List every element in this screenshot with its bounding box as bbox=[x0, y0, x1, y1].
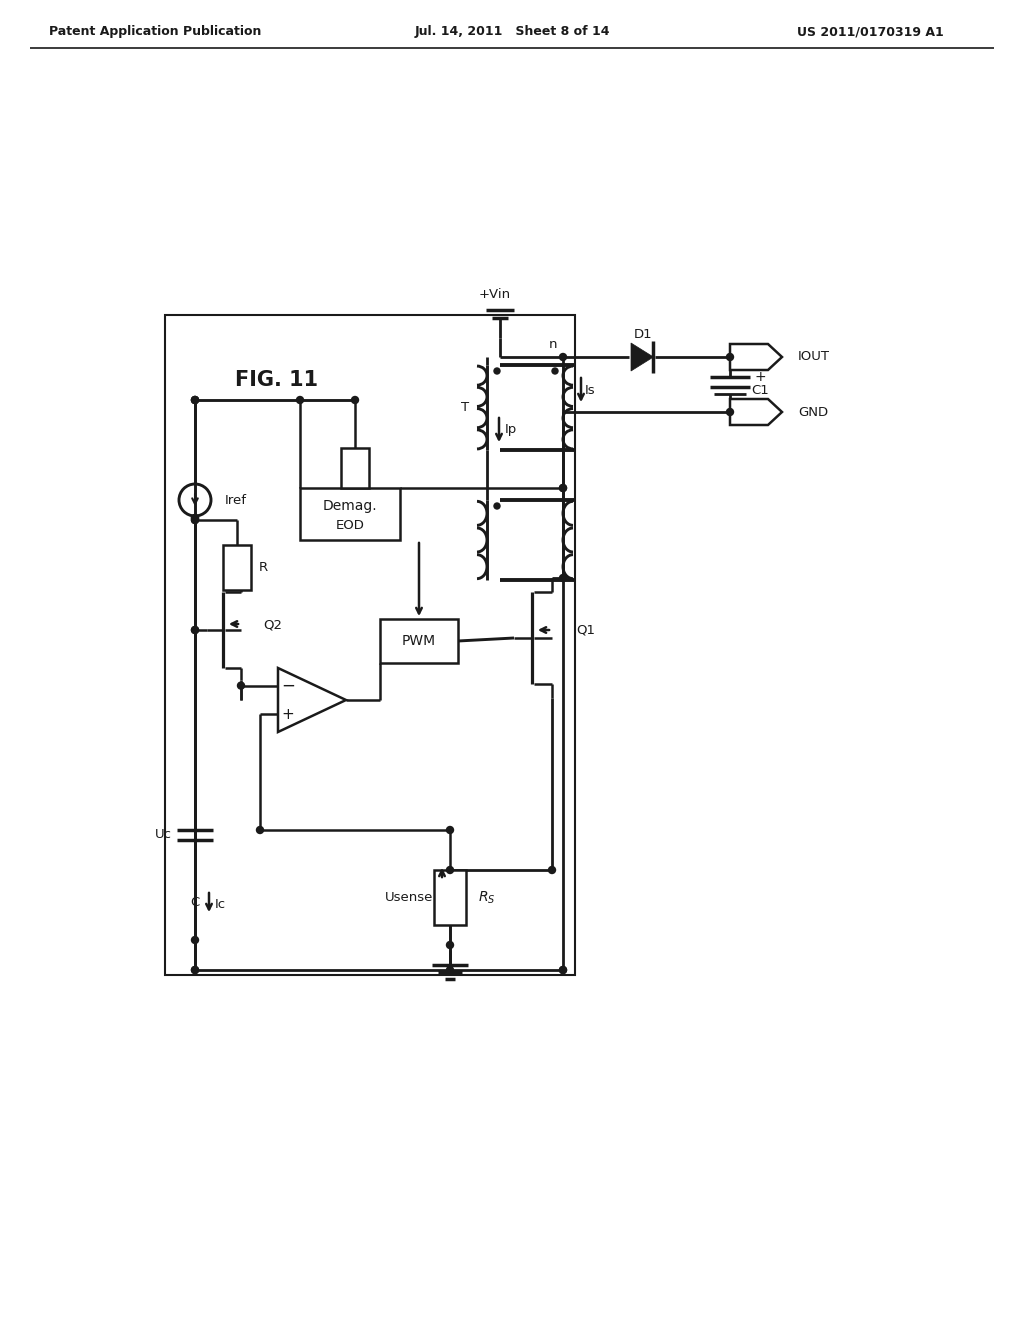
Text: −: − bbox=[281, 677, 295, 694]
Polygon shape bbox=[730, 399, 782, 425]
Text: +: + bbox=[755, 370, 766, 384]
Text: Patent Application Publication: Patent Application Publication bbox=[49, 25, 261, 38]
Circle shape bbox=[191, 936, 199, 944]
Text: Q2: Q2 bbox=[263, 619, 282, 631]
Text: +Vin: +Vin bbox=[479, 288, 511, 301]
Circle shape bbox=[191, 966, 199, 974]
Text: PWM: PWM bbox=[402, 634, 436, 648]
Text: T: T bbox=[461, 401, 469, 414]
Circle shape bbox=[256, 826, 263, 833]
Circle shape bbox=[191, 627, 199, 634]
Text: IOUT: IOUT bbox=[798, 351, 830, 363]
Text: Usense: Usense bbox=[385, 891, 433, 904]
Text: n: n bbox=[549, 338, 557, 351]
Circle shape bbox=[446, 866, 454, 874]
Circle shape bbox=[559, 484, 566, 491]
Circle shape bbox=[726, 408, 733, 416]
Text: R: R bbox=[259, 561, 268, 574]
Circle shape bbox=[191, 966, 199, 974]
Text: Ic: Ic bbox=[215, 899, 226, 912]
Text: C1: C1 bbox=[752, 384, 769, 396]
Circle shape bbox=[191, 396, 199, 404]
Text: FIG. 11: FIG. 11 bbox=[234, 370, 318, 389]
Text: GND: GND bbox=[798, 405, 828, 418]
Circle shape bbox=[238, 682, 245, 689]
Text: C: C bbox=[190, 895, 200, 908]
Bar bbox=[380, 619, 458, 663]
Circle shape bbox=[494, 368, 500, 374]
Circle shape bbox=[559, 484, 566, 491]
Bar bbox=[223, 545, 251, 590]
Circle shape bbox=[351, 396, 358, 404]
Polygon shape bbox=[730, 345, 782, 370]
Circle shape bbox=[191, 515, 199, 521]
Text: D1: D1 bbox=[634, 329, 652, 342]
Bar bbox=[434, 870, 466, 925]
Text: Is: Is bbox=[585, 384, 596, 396]
Circle shape bbox=[297, 396, 303, 404]
Text: $R_S$: $R_S$ bbox=[478, 890, 496, 906]
Circle shape bbox=[559, 966, 566, 974]
Text: US 2011/0170319 A1: US 2011/0170319 A1 bbox=[797, 25, 943, 38]
Text: Iref: Iref bbox=[225, 494, 247, 507]
Circle shape bbox=[552, 368, 558, 374]
Circle shape bbox=[191, 516, 199, 524]
Polygon shape bbox=[631, 343, 653, 371]
Text: Jul. 14, 2011   Sheet 8 of 14: Jul. 14, 2011 Sheet 8 of 14 bbox=[415, 25, 609, 38]
Circle shape bbox=[446, 966, 454, 974]
Circle shape bbox=[191, 515, 199, 521]
Circle shape bbox=[559, 966, 566, 974]
Circle shape bbox=[191, 396, 199, 404]
Circle shape bbox=[726, 354, 733, 360]
Circle shape bbox=[446, 941, 454, 949]
Circle shape bbox=[191, 516, 199, 524]
Bar bbox=[300, 488, 400, 540]
Circle shape bbox=[559, 574, 566, 582]
Text: EOD: EOD bbox=[336, 519, 365, 532]
Text: Demag.: Demag. bbox=[323, 499, 377, 513]
Circle shape bbox=[191, 627, 199, 634]
Text: Ip: Ip bbox=[505, 424, 517, 437]
Bar bbox=[341, 447, 369, 488]
Circle shape bbox=[446, 826, 454, 833]
Circle shape bbox=[549, 866, 555, 874]
Circle shape bbox=[494, 503, 500, 510]
Circle shape bbox=[191, 396, 199, 404]
Polygon shape bbox=[278, 668, 346, 733]
Text: Q1: Q1 bbox=[575, 623, 595, 636]
Circle shape bbox=[559, 354, 566, 360]
Bar bbox=[165, 315, 575, 975]
Text: +: + bbox=[282, 708, 294, 722]
Text: Uc: Uc bbox=[155, 829, 171, 842]
